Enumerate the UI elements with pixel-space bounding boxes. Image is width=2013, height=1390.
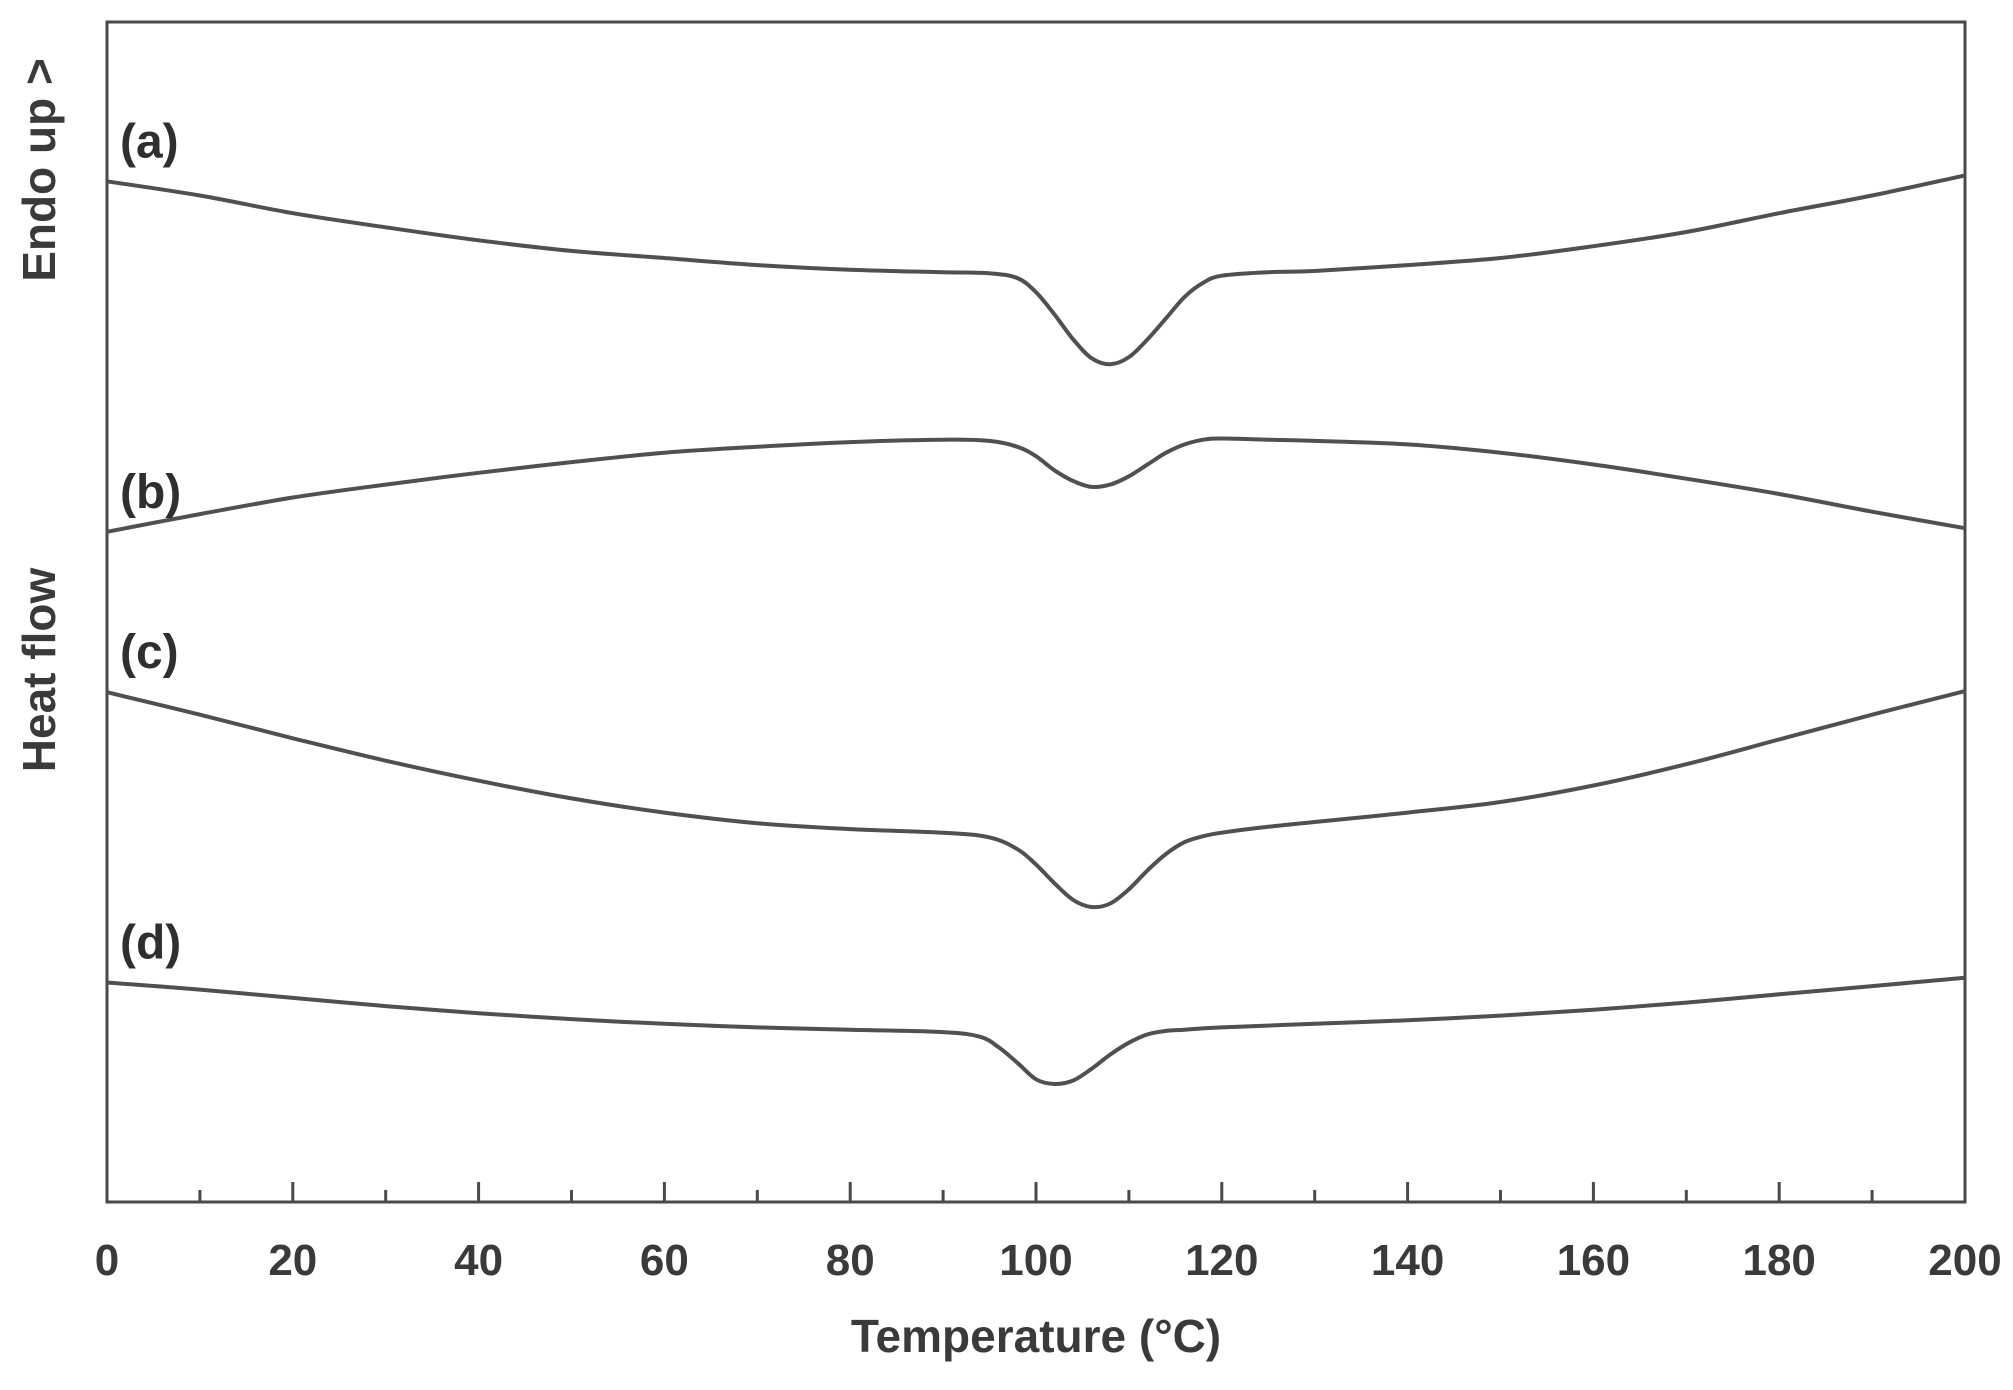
series-label-d: (d) bbox=[120, 917, 181, 970]
series-line-b bbox=[106, 436, 1966, 534]
x-tick-label: 40 bbox=[454, 1236, 503, 1285]
x-tick-label: 160 bbox=[1557, 1236, 1630, 1285]
series-line-c bbox=[106, 689, 1966, 910]
x-tick-label: 60 bbox=[640, 1236, 689, 1285]
y-axis-title: Heat flow bbox=[13, 568, 65, 773]
x-tick-label: 80 bbox=[826, 1236, 875, 1285]
x-ticks bbox=[105, 1182, 1967, 1202]
series-label-a: (a) bbox=[120, 115, 179, 168]
x-axis-title: Temperature (°C) bbox=[851, 1310, 1221, 1362]
y-axis-title-top: Endo up > bbox=[13, 58, 65, 282]
x-tick-label: 100 bbox=[999, 1236, 1072, 1285]
x-tick-labels: 0 20 40 60 80 100 120 140 160 180 200 bbox=[95, 1236, 2002, 1285]
x-tick-label: 200 bbox=[1928, 1236, 2001, 1285]
series-line-d bbox=[106, 975, 1966, 1087]
plot-frame bbox=[105, 20, 1967, 1204]
series-label-c: (c) bbox=[120, 626, 179, 679]
series-curves bbox=[106, 173, 1966, 1087]
x-tick-label: 20 bbox=[268, 1236, 317, 1285]
x-tick-label: 0 bbox=[95, 1236, 119, 1285]
series-line-a bbox=[106, 173, 1966, 367]
series-labels: (a) (b) (c) (d) bbox=[120, 115, 181, 969]
series-label-b: (b) bbox=[120, 466, 181, 519]
x-tick-label: 120 bbox=[1185, 1236, 1258, 1285]
x-tick-label: 180 bbox=[1742, 1236, 1815, 1285]
x-tick-label: 140 bbox=[1371, 1236, 1444, 1285]
